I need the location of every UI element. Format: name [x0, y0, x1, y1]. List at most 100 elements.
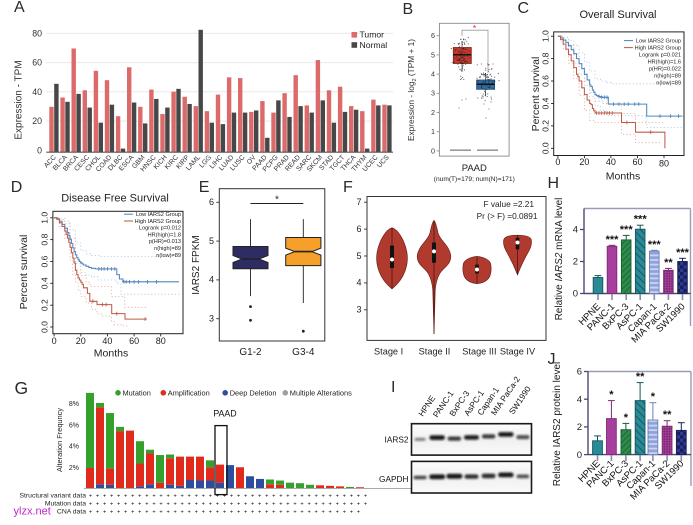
svg-text:+: + [336, 493, 339, 499]
svg-text:+: + [265, 493, 268, 499]
svg-text:+: + [117, 493, 120, 499]
svg-text:60: 60 [632, 157, 642, 167]
svg-text:+: + [166, 509, 169, 515]
svg-text:Logrank p=0.021: Logrank p=0.021 [639, 53, 681, 59]
svg-text:0.8: 0.8 [40, 233, 50, 245]
svg-text:+: + [145, 501, 148, 507]
svg-text:Expression - TPM: Expression - TPM [14, 60, 25, 139]
svg-text:40: 40 [102, 336, 112, 346]
svg-text:High IARS2 Group: High IARS2 Group [135, 219, 181, 225]
svg-text:+: + [202, 509, 205, 515]
svg-text:+: + [237, 501, 240, 507]
svg-text:+: + [322, 493, 325, 499]
svg-text:+: + [343, 509, 346, 515]
svg-text:+: + [89, 493, 92, 499]
svg-text:Percent survival: Percent survival [18, 235, 30, 310]
svg-text:+: + [96, 501, 99, 507]
svg-text:***: *** [620, 224, 634, 236]
svg-text:2%: 2% [69, 465, 79, 472]
svg-text:ylzx.net: ylzx.net [14, 506, 51, 518]
svg-text:+: + [131, 501, 134, 507]
svg-text:+: + [336, 501, 339, 507]
svg-text:+: + [329, 509, 332, 515]
svg-text:n(low)=89: n(low)=89 [656, 81, 681, 87]
svg-text:+: + [124, 509, 127, 515]
svg-text:+: + [181, 509, 184, 515]
svg-text:+: + [110, 501, 113, 507]
svg-text:+: + [258, 501, 261, 507]
svg-text:+: + [166, 493, 169, 499]
svg-text:0: 0 [573, 289, 578, 300]
svg-text:+: + [152, 493, 155, 499]
svg-text:+: + [307, 509, 310, 515]
svg-text:3: 3 [431, 89, 435, 98]
svg-text:+: + [166, 501, 169, 507]
svg-text:40: 40 [606, 157, 616, 167]
svg-text:0.6: 0.6 [541, 75, 551, 87]
svg-text:+: + [138, 501, 141, 507]
svg-text:+: + [251, 509, 254, 515]
svg-text:+: + [124, 501, 127, 507]
svg-text:GAPDH: GAPDH [379, 474, 409, 484]
svg-text:0: 0 [577, 450, 582, 461]
svg-text:+: + [188, 509, 191, 515]
svg-text:Stage IV: Stage IV [500, 347, 536, 357]
svg-text:UCS: UCS [376, 154, 391, 170]
svg-text:+: + [314, 509, 317, 515]
svg-text:7: 7 [356, 197, 361, 207]
svg-text:2: 2 [431, 108, 435, 117]
svg-text:+: + [322, 501, 325, 507]
svg-text:0.4: 0.4 [541, 97, 551, 109]
svg-text:IARS2: IARS2 [385, 435, 409, 445]
svg-text:5: 5 [431, 50, 435, 59]
svg-text:+: + [279, 509, 282, 515]
svg-text:+: + [159, 501, 162, 507]
svg-text:+: + [223, 493, 226, 499]
svg-text:0.0: 0.0 [541, 142, 551, 154]
svg-text:*: * [609, 389, 614, 401]
svg-text:+: + [188, 493, 191, 499]
svg-text:1.0: 1.0 [40, 212, 50, 224]
svg-text:**: ** [636, 371, 645, 383]
svg-text:+: + [152, 501, 155, 507]
svg-text:4: 4 [577, 394, 582, 405]
svg-text:+: + [251, 493, 254, 499]
svg-text:Stage II: Stage II [419, 347, 451, 357]
svg-text:High IARS2 Group: High IARS2 Group [635, 46, 681, 52]
svg-text:+: + [202, 501, 205, 507]
svg-text:+: + [230, 501, 233, 507]
svg-text:4: 4 [431, 70, 435, 79]
svg-text:80: 80 [659, 159, 669, 169]
svg-text:+: + [244, 493, 247, 499]
svg-text:+: + [138, 509, 141, 515]
svg-text:HR(high)=1.8: HR(high)=1.8 [148, 232, 181, 238]
svg-text:Mutation: Mutation [123, 389, 151, 398]
svg-text:+: + [307, 501, 310, 507]
svg-text:***: *** [634, 214, 648, 226]
svg-text:F value =2.21: F value =2.21 [483, 199, 534, 209]
svg-text:n(high)=89: n(high)=89 [654, 74, 681, 80]
svg-text:+: + [322, 509, 325, 515]
svg-text:Relative IARS2 mRNA level: Relative IARS2 mRNA level [554, 198, 565, 321]
svg-text:Mutation data: Mutation data [45, 500, 86, 507]
svg-text:+: + [173, 501, 176, 507]
svg-text:+: + [357, 501, 360, 507]
svg-text:+: + [195, 501, 198, 507]
svg-text:2: 2 [573, 257, 578, 268]
svg-text:+: + [110, 509, 113, 515]
svg-text:20: 20 [32, 116, 42, 126]
svg-text:5: 5 [209, 236, 214, 246]
svg-text:+: + [117, 509, 120, 515]
svg-text:+: + [293, 501, 296, 507]
svg-text:0.8: 0.8 [541, 52, 551, 64]
svg-text:4: 4 [356, 278, 361, 288]
svg-text:Logrank p=0.012: Logrank p=0.012 [139, 226, 181, 232]
svg-text:+: + [237, 509, 240, 515]
svg-text:4: 4 [209, 275, 214, 285]
svg-text:+: + [216, 509, 219, 515]
svg-text:Percent survival: Percent survival [530, 57, 542, 132]
svg-text:Low IARS2 Group: Low IARS2 Group [136, 212, 181, 218]
svg-text:+: + [286, 501, 289, 507]
svg-text:0: 0 [431, 146, 435, 155]
svg-text:Tumor: Tumor [360, 30, 385, 40]
